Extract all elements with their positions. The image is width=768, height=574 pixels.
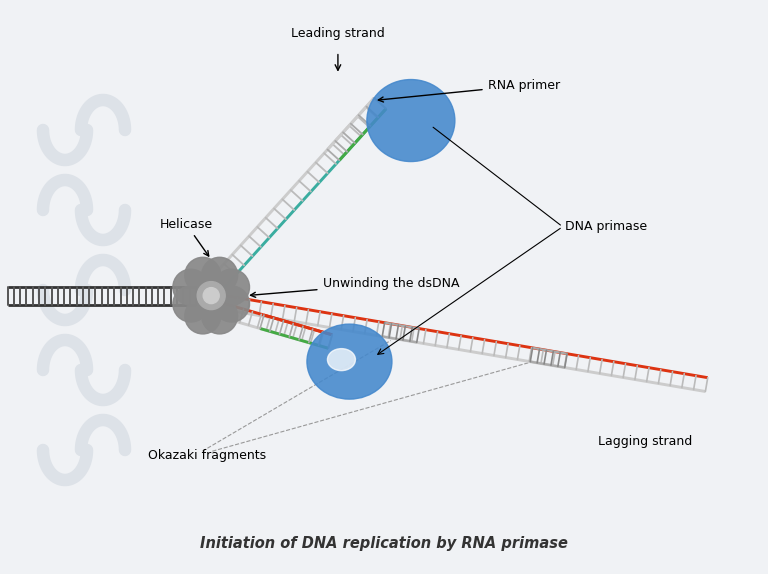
Text: Leading strand: Leading strand	[291, 28, 385, 40]
Circle shape	[204, 288, 219, 304]
Circle shape	[185, 257, 220, 293]
Circle shape	[214, 269, 250, 305]
Text: RNA primer: RNA primer	[379, 79, 560, 102]
Circle shape	[185, 298, 220, 334]
Circle shape	[173, 286, 209, 322]
Circle shape	[202, 298, 237, 334]
Text: Initiation of DNA replication by RNA primase: Initiation of DNA replication by RNA pri…	[200, 536, 568, 551]
Text: DNA primase: DNA primase	[564, 220, 647, 233]
Ellipse shape	[327, 348, 356, 371]
Circle shape	[214, 286, 250, 322]
Circle shape	[173, 269, 209, 305]
Text: Helicase: Helicase	[160, 218, 213, 256]
Circle shape	[197, 282, 225, 309]
Text: Unwinding the dsDNA: Unwinding the dsDNA	[250, 277, 459, 297]
Ellipse shape	[307, 324, 392, 399]
Text: Okazaki fragments: Okazaki fragments	[148, 449, 266, 462]
Ellipse shape	[367, 80, 455, 161]
Circle shape	[202, 257, 237, 293]
Text: Lagging strand: Lagging strand	[598, 435, 692, 448]
